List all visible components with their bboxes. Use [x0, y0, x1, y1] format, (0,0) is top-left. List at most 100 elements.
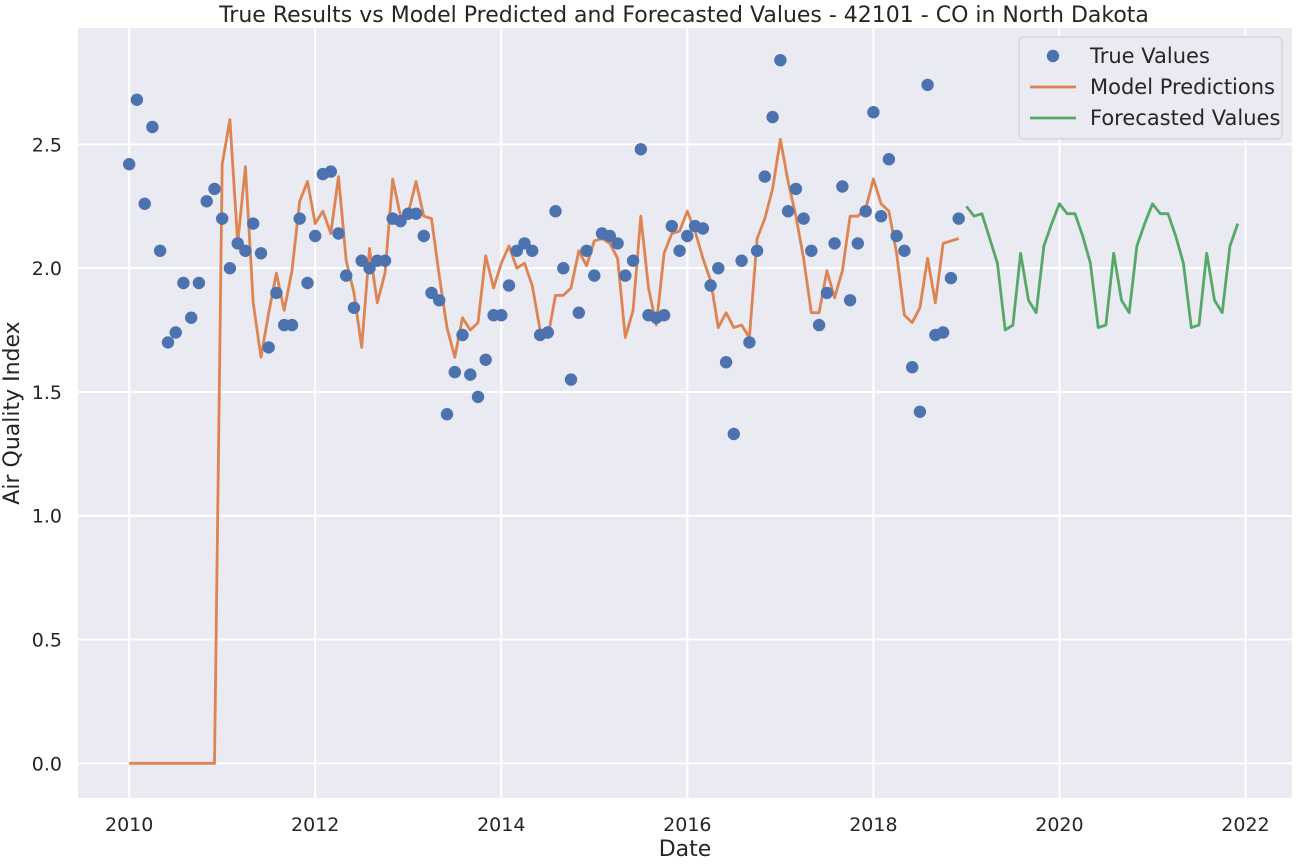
true-value-point [626, 254, 640, 267]
true-value-point [332, 227, 345, 240]
true-value-point [347, 301, 361, 314]
true-value-point [394, 214, 407, 228]
true-value-point [952, 212, 965, 225]
true-value-point [557, 262, 570, 275]
true-value-point [805, 244, 818, 257]
true-value-point [285, 318, 299, 332]
true-value-point [192, 276, 206, 290]
x-tick-label: 2022 [1221, 814, 1269, 836]
chart-title: True Results vs Model Predicted and Fore… [218, 3, 1149, 28]
true-value-point [859, 205, 872, 218]
true-value-point [619, 269, 632, 282]
true-value-point [177, 276, 190, 290]
true-value-point [161, 336, 175, 349]
true-value-point [247, 217, 260, 230]
true-value-point [874, 210, 888, 223]
true-value-point [774, 54, 787, 67]
true-value-point [673, 244, 686, 257]
true-value-point [169, 326, 182, 339]
true-value-point [712, 262, 725, 275]
true-value-point [657, 309, 671, 322]
y-tick-label: 1.5 [32, 382, 62, 404]
true-value-point [867, 106, 880, 119]
true-value-point [766, 110, 779, 124]
grid [78, 28, 1292, 798]
true-value-point [735, 254, 748, 267]
true-value-point [448, 365, 461, 379]
x-tick-label: 2010 [105, 814, 153, 836]
true-value-point [146, 120, 159, 134]
true-value-point [572, 306, 585, 319]
true-value-point [216, 212, 229, 225]
legend-box [1018, 36, 1283, 140]
true-value-point [471, 390, 485, 404]
true-value-point [727, 427, 740, 441]
true-value-point [433, 294, 446, 307]
y-tick-label: 0.0 [32, 753, 62, 775]
true-value-point [797, 212, 810, 225]
true-value-point [944, 271, 958, 285]
true-value-point [603, 229, 616, 243]
true-value-point [789, 182, 803, 196]
true-value-point [665, 219, 678, 233]
true-value-point [634, 143, 647, 156]
true-value-point [898, 244, 911, 257]
true-value-point [409, 207, 423, 220]
true-value-point [355, 254, 368, 267]
true-value-point [743, 336, 756, 349]
true-value-point [526, 244, 539, 257]
true-value-point [479, 353, 492, 366]
true-value-point [239, 244, 252, 257]
true-value-point [719, 356, 733, 369]
true-value-point [921, 78, 934, 92]
y-axis-label: Air Quality Index [0, 321, 25, 504]
true-value-point [254, 247, 268, 260]
legend-marker-true-values [1046, 49, 1060, 63]
x-tick-label: 2018 [849, 814, 897, 836]
true-value-point [851, 237, 864, 250]
true-value-point [696, 222, 710, 235]
true-value-point [309, 229, 322, 243]
true-value-point [936, 326, 950, 339]
true-value-point [130, 93, 144, 107]
x-tick-label: 2020 [1035, 814, 1083, 836]
true-value-point [843, 294, 857, 307]
true-value-point [223, 262, 237, 275]
y-tick-label: 1.0 [32, 506, 62, 528]
true-value-point [363, 262, 376, 275]
model-predictions-line [129, 118, 960, 765]
true-value-point [564, 373, 578, 386]
true-value-point [681, 229, 694, 243]
true-value-point [495, 309, 508, 322]
true-value-point [138, 197, 151, 210]
true-value-point [464, 368, 477, 381]
true-value-point [882, 153, 896, 166]
true-value-point [518, 237, 531, 250]
x-tick-label: 2014 [477, 814, 525, 836]
true-value-point [123, 158, 136, 171]
true-value-point [588, 269, 601, 282]
x-tick-label: 2016 [663, 814, 711, 836]
y-tick-label: 2.5 [32, 134, 62, 156]
true-value-point [890, 229, 903, 243]
true-value-point [758, 170, 771, 183]
true-value-point [510, 244, 523, 257]
true-value-point [750, 244, 764, 257]
legend: True Values Model Predictions Forecasted V… [1018, 36, 1283, 140]
true-value-point [836, 180, 849, 193]
true-value-point [185, 311, 198, 324]
true-value-point [812, 318, 826, 332]
plot-area [78, 28, 1292, 798]
true-value-point [231, 237, 244, 250]
true-value-point [262, 341, 275, 354]
axis-ticks: 2010 2012 2014 2016 2018 2020 2022 0.0 0.5 1.0 1.5… [32, 134, 1270, 836]
true-value-point [549, 205, 562, 218]
true-value-point [906, 361, 919, 374]
true-value-point [340, 269, 353, 282]
true-value-point [828, 237, 841, 250]
true-value-point [200, 195, 213, 208]
x-tick-label: 2012 [291, 814, 339, 836]
legend-label: Forecasted Values [1090, 106, 1280, 130]
true-value-point [611, 237, 624, 250]
true-value-point [425, 286, 438, 300]
